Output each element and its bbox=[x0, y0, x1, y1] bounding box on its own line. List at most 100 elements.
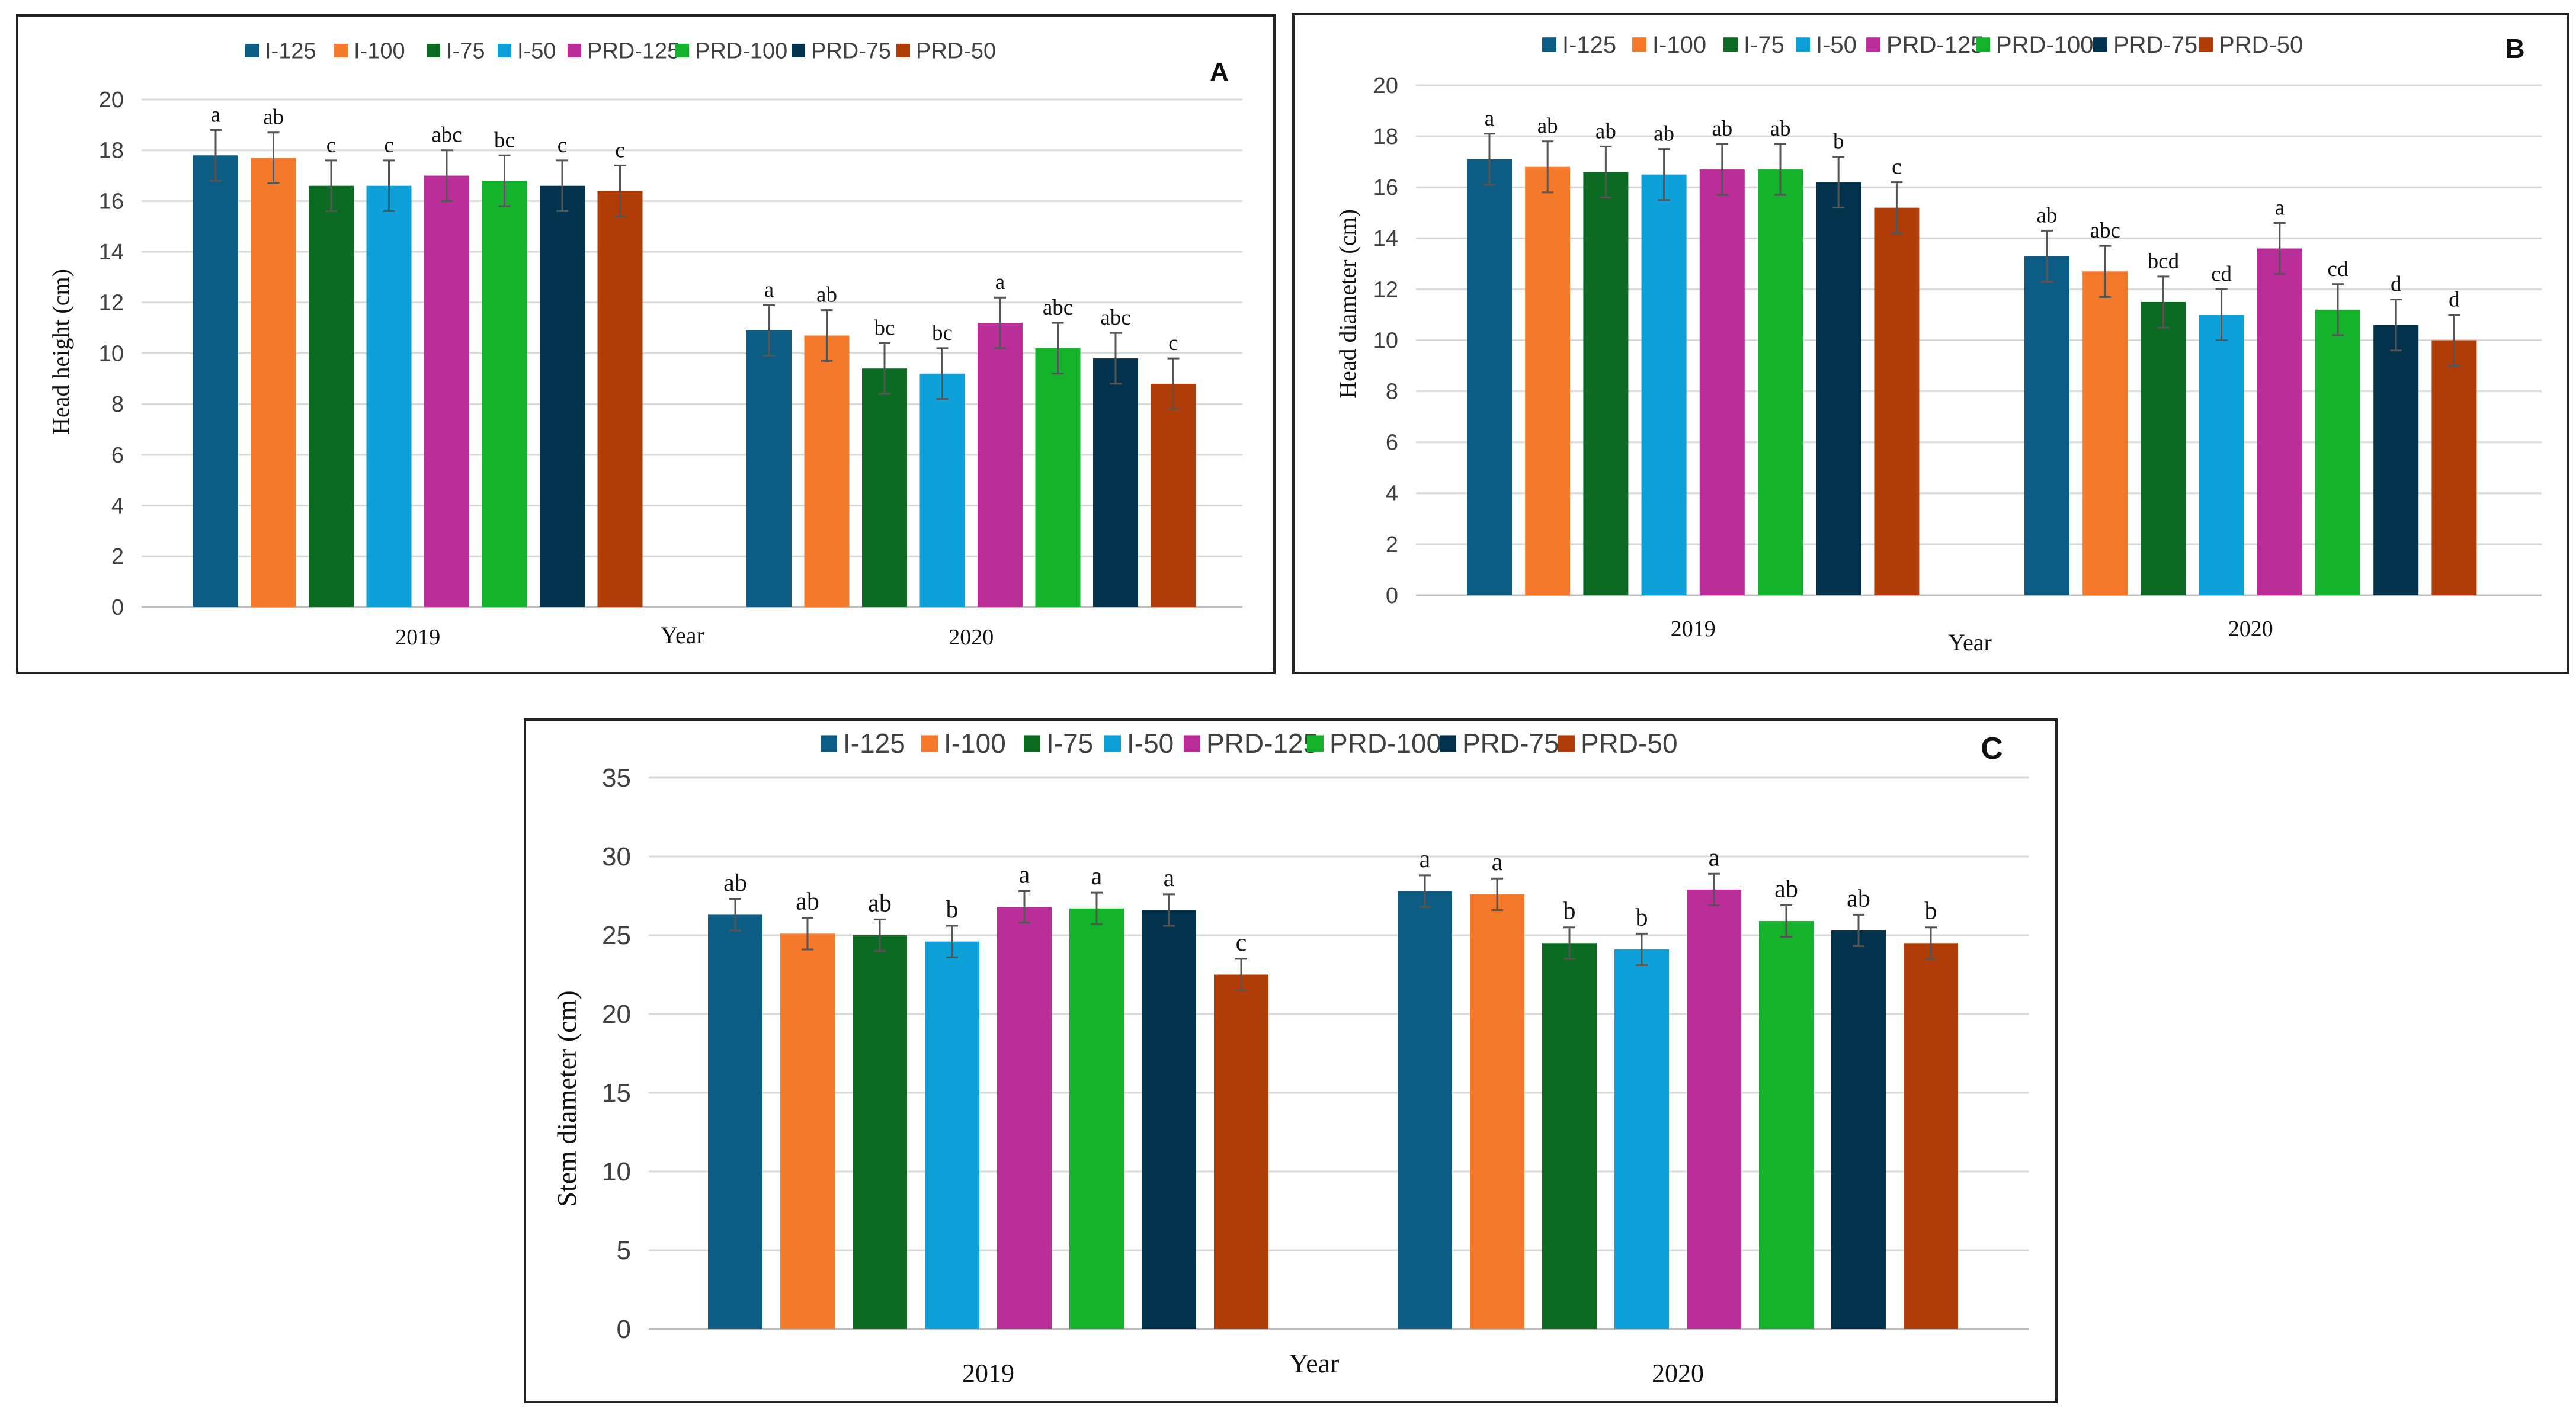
bar-i-75-2019 bbox=[309, 185, 354, 607]
y-tick-label: 2 bbox=[1386, 532, 1398, 557]
y-tick-label: 16 bbox=[1373, 175, 1398, 200]
x-category-label: 2020 bbox=[949, 625, 994, 650]
legend-swatch bbox=[1976, 37, 1990, 52]
x-axis-title: Year bbox=[1948, 629, 1992, 656]
y-tick-label: 35 bbox=[602, 763, 631, 792]
significance-letter: a bbox=[1091, 863, 1103, 890]
significance-letter: cd bbox=[2211, 262, 2232, 286]
significance-letter: abc bbox=[1043, 296, 1073, 320]
bar-i-50-2019 bbox=[1641, 174, 1687, 595]
legend-swatch bbox=[1024, 735, 1040, 752]
bar-prd-125-2019 bbox=[1699, 169, 1745, 595]
bar-i-100-2019 bbox=[780, 933, 835, 1329]
legend-label: PRD-125 bbox=[1206, 728, 1318, 759]
bar-prd-100-2020 bbox=[1759, 921, 1814, 1329]
legend-swatch bbox=[1184, 735, 1200, 752]
significance-letter: bc bbox=[494, 128, 515, 152]
legend-label: I-125 bbox=[1562, 32, 1616, 58]
legend-label: PRD-100 bbox=[1329, 728, 1441, 759]
significance-letter: a bbox=[2275, 195, 2285, 220]
significance-letter: a bbox=[1492, 849, 1503, 876]
y-tick-label: 0 bbox=[111, 595, 124, 620]
legend-label: PRD-75 bbox=[1462, 728, 1559, 759]
bar-prd-75-2020 bbox=[2373, 325, 2419, 595]
significance-letter: c bbox=[615, 138, 624, 162]
legend-swatch bbox=[1558, 735, 1575, 752]
legend-label: PRD-75 bbox=[2113, 32, 2197, 58]
significance-letter: a bbox=[1164, 865, 1175, 892]
bar-prd-50-2019 bbox=[597, 191, 643, 607]
legend-swatch bbox=[245, 43, 259, 57]
bar-i-100-2020 bbox=[1470, 894, 1524, 1329]
legend-label: I-75 bbox=[1744, 32, 1784, 58]
y-tick-label: 10 bbox=[602, 1157, 631, 1186]
legend-label: I-125 bbox=[265, 38, 316, 63]
chart-panel-c: 0 5 10 15 20 25 30 35 ab a ab a ab b b b a a a ab a ab c b 2019 2… bbox=[524, 718, 2058, 1403]
significance-letter: c bbox=[1892, 155, 1901, 179]
y-tick-label: 14 bbox=[1373, 226, 1398, 251]
y-tick-label: 8 bbox=[1386, 380, 1398, 405]
bar-prd-50-2019 bbox=[1214, 974, 1268, 1329]
legend-label: I-50 bbox=[517, 38, 556, 63]
y-tick-label: 5 bbox=[617, 1236, 631, 1265]
bar-prd-100-2020 bbox=[2315, 309, 2360, 595]
y-tick-label: 18 bbox=[99, 139, 124, 163]
legend-label: I-50 bbox=[1127, 728, 1174, 759]
y-tick-label: 4 bbox=[1386, 482, 1398, 506]
bar-i-50-2020 bbox=[1614, 949, 1669, 1329]
legend-swatch bbox=[1307, 735, 1324, 752]
bar-i-100-2020 bbox=[804, 335, 850, 607]
bar-i-75-2019 bbox=[1583, 172, 1629, 595]
chart-panel-a: 0 2 4 6 8 10 12 14 16 18 20 a a ab ab c bc c bc abc a bc abc c a… bbox=[16, 14, 1276, 674]
chart-b-svg: 02468101214161820aabababcabbcdabcdabaabc… bbox=[1334, 32, 2542, 656]
significance-letter: ab bbox=[2037, 203, 2058, 227]
significance-letter: ab bbox=[1537, 114, 1558, 139]
bar-i-75-2020 bbox=[862, 368, 907, 607]
legend-label: PRD-100 bbox=[695, 38, 787, 63]
x-category-label: 2019 bbox=[395, 625, 440, 650]
y-tick-label: 15 bbox=[602, 1079, 631, 1108]
bar-prd-75-2019 bbox=[1816, 182, 1861, 596]
panel-letter: A bbox=[1210, 57, 1229, 86]
bar-prd-75-2019 bbox=[540, 185, 585, 607]
legend-swatch bbox=[1796, 37, 1810, 52]
bar-i-50-2019 bbox=[366, 185, 412, 607]
legend-label: PRD-50 bbox=[916, 38, 996, 63]
y-tick-label: 8 bbox=[111, 392, 124, 417]
bar-i-100-2020 bbox=[2082, 271, 2128, 595]
legend-swatch bbox=[896, 43, 910, 57]
significance-letter: a bbox=[1019, 862, 1030, 889]
legend-swatch bbox=[568, 43, 581, 57]
legend-label: PRD-50 bbox=[1581, 728, 1678, 759]
y-tick-label: 20 bbox=[602, 1000, 631, 1029]
x-category-label: 2019 bbox=[962, 1359, 1014, 1388]
y-tick-label: 6 bbox=[1386, 431, 1398, 455]
bar-prd-100-2019 bbox=[1758, 169, 1803, 595]
y-tick-label: 6 bbox=[111, 443, 124, 468]
bar-prd-75-2019 bbox=[1142, 910, 1196, 1329]
legend-swatch bbox=[334, 43, 348, 57]
significance-letter: ab bbox=[723, 869, 747, 897]
significance-letter: a bbox=[211, 102, 220, 127]
legend-swatch bbox=[498, 43, 511, 57]
legend-label: I-100 bbox=[1652, 32, 1706, 58]
legend-swatch bbox=[427, 43, 440, 57]
significance-letter: ab bbox=[1847, 885, 1870, 912]
significance-letter: a bbox=[995, 270, 1005, 294]
significance-letter: c bbox=[384, 133, 393, 158]
significance-letter: ab bbox=[816, 283, 837, 307]
bar-i-50-2019 bbox=[925, 941, 979, 1329]
y-tick-label: 12 bbox=[99, 291, 124, 316]
bar-i-125-2020 bbox=[746, 330, 792, 607]
bar-i-125-2020 bbox=[2024, 256, 2069, 595]
bar-i-100-2019 bbox=[1525, 166, 1571, 595]
bar-i-50-2020 bbox=[919, 373, 965, 607]
y-tick-label: 18 bbox=[1373, 124, 1398, 149]
panel-letter: C bbox=[1981, 731, 2003, 766]
significance-letter: b bbox=[1563, 898, 1576, 925]
bar-prd-125-2020 bbox=[1687, 889, 1741, 1329]
significance-letter: b bbox=[1925, 898, 1937, 925]
significance-letter: ab bbox=[1654, 122, 1674, 146]
legend-swatch bbox=[1440, 735, 1456, 752]
significance-letter: a bbox=[764, 278, 774, 302]
